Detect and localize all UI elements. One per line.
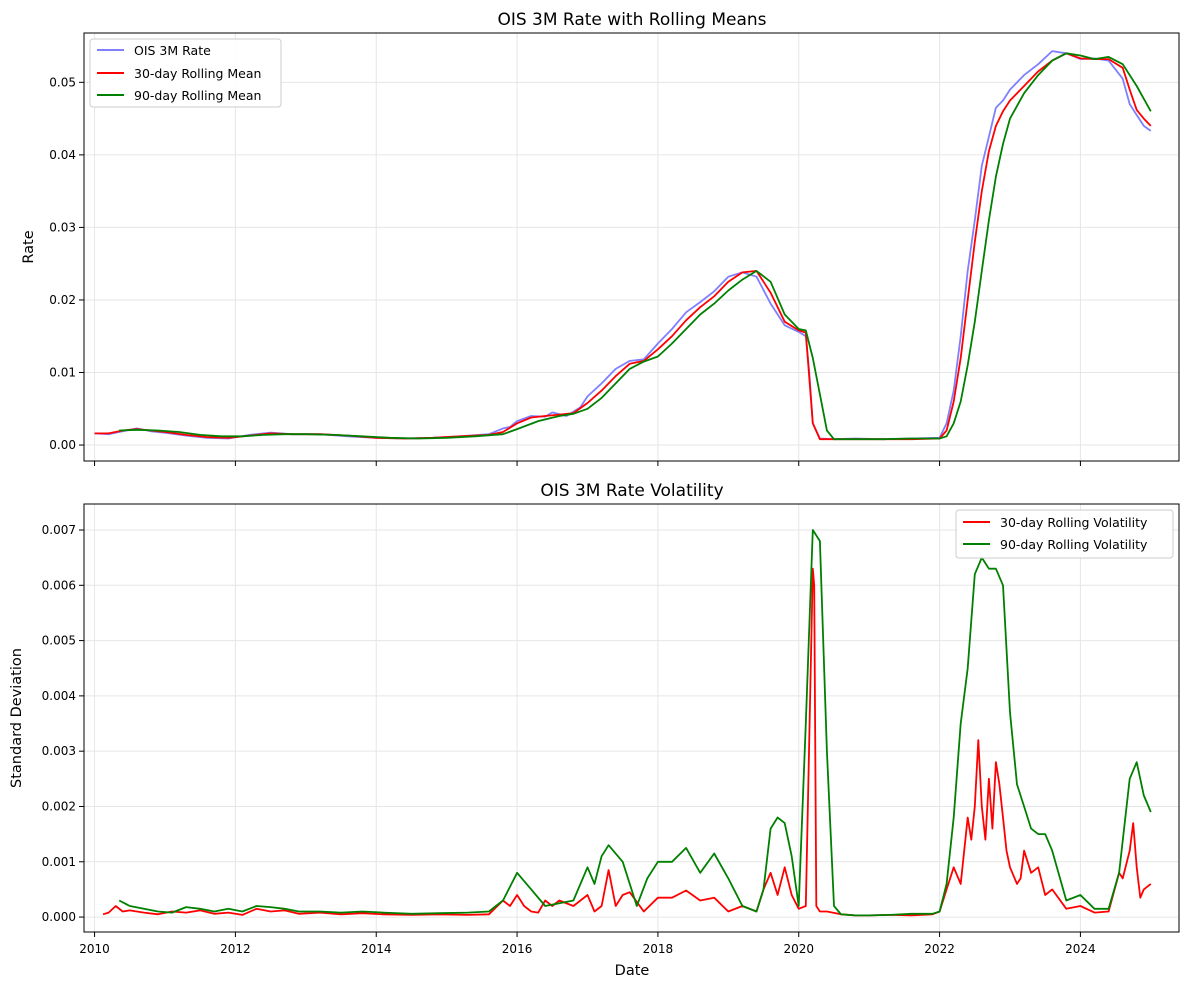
volatility-chart-x-tick-label: 2020: [783, 942, 814, 956]
volatility-chart-y-ticks: 0.000 0.001 0.002 0.003 0.004 0.005 0.006 0.007: [42, 523, 84, 924]
volatility-chart-y-tick-label: 0.007: [42, 523, 76, 537]
volatility-chart-x-ticks: 2010 2012 2014 2016 2018 2020 2022 2024: [79, 932, 1096, 956]
volatility-chart-series: [102, 529, 1152, 917]
volatility-chart-y-tick-label: 0.002: [42, 799, 76, 813]
volatility-chart-frame: [83, 503, 1180, 933]
rate-chart-title: OIS 3M Rate with Rolling Means: [497, 10, 766, 30]
rate-chart-legend: OIS 3M Rate 30-day Rolling Mean 90-day R…: [89, 38, 282, 108]
legend-label-ois-rate: OIS 3M Rate: [134, 43, 211, 58]
volatility-chart-title: OIS 3M Rate Volatility: [540, 481, 723, 501]
volatility-chart-y-tick-label: 0.004: [42, 689, 76, 703]
volatility-chart-x-tick-label: 2022: [924, 942, 955, 956]
rate-chart-y-label: Rate: [21, 230, 37, 263]
volatility-chart-y-label: Standard Deviation: [9, 648, 25, 788]
volatility-chart-x-tick-label: 2018: [643, 942, 674, 956]
rate-chart-y-tick-label: 0.04: [49, 148, 76, 162]
legend-label-90day-vol: 90-day Rolling Volatility: [1000, 537, 1148, 552]
rate-chart-series: [94, 50, 1152, 441]
volatility-chart-x-tick-label: 2016: [502, 942, 533, 956]
volatility-chart-y-tick-label: 0.003: [42, 744, 76, 758]
legend-label-30day-vol: 30-day Rolling Volatility: [1000, 515, 1148, 530]
volatility-chart-x-tick-label: 2024: [1065, 942, 1096, 956]
volatility-chart-y-tick-label: 0.000: [42, 910, 76, 924]
volatility-chart-y-tick-label: 0.006: [42, 578, 76, 592]
rate-chart-frame: [83, 32, 1180, 462]
volatility-chart-x-tick-label: 2012: [220, 942, 251, 956]
volatility-chart-series-30-day-rolling-volatility: [102, 567, 1152, 917]
volatility-chart-x-tick-label: 2014: [361, 942, 392, 956]
volatility-chart-y-tick-label: 0.001: [42, 855, 76, 869]
rate-chart-y-tick-label: 0.01: [49, 365, 76, 379]
rate-chart: OIS 3M Rate with Rolling Means 0.000.010…: [21, 10, 1180, 466]
rate-chart-grid: [84, 33, 1179, 461]
volatility-chart-x-label: Date: [615, 963, 650, 979]
volatility-chart-y-tick-label: 0.005: [42, 634, 76, 648]
rate-chart-y-tick-label: 0.02: [49, 293, 76, 307]
rate-chart-y-tick-label: 0.00: [49, 438, 76, 452]
volatility-chart-legend: 30-day Rolling Volatility 90-day Rolling…: [955, 509, 1174, 559]
rate-chart-y-tick-label: 0.05: [49, 75, 76, 89]
legend-label-30day-mean: 30-day Rolling Mean: [134, 66, 261, 81]
volatility-chart-series-90-day-rolling-volatility: [118, 529, 1152, 917]
rate-chart-x-ticks: [94, 461, 1081, 466]
rate-chart-y-ticks: 0.00 0.01 0.02 0.03 0.04 0.05: [49, 75, 84, 452]
volatility-chart-x-tick-label: 2010: [79, 942, 110, 956]
legend-label-90day-mean: 90-day Rolling Mean: [134, 88, 261, 103]
volatility-chart: OIS 3M Rate Volatility 2010 2012 2014 2016 2…: [9, 481, 1180, 979]
rate-chart-series-90-day-rolling-mean: [119, 52, 1152, 441]
rate-chart-y-tick-label: 0.03: [49, 220, 76, 234]
